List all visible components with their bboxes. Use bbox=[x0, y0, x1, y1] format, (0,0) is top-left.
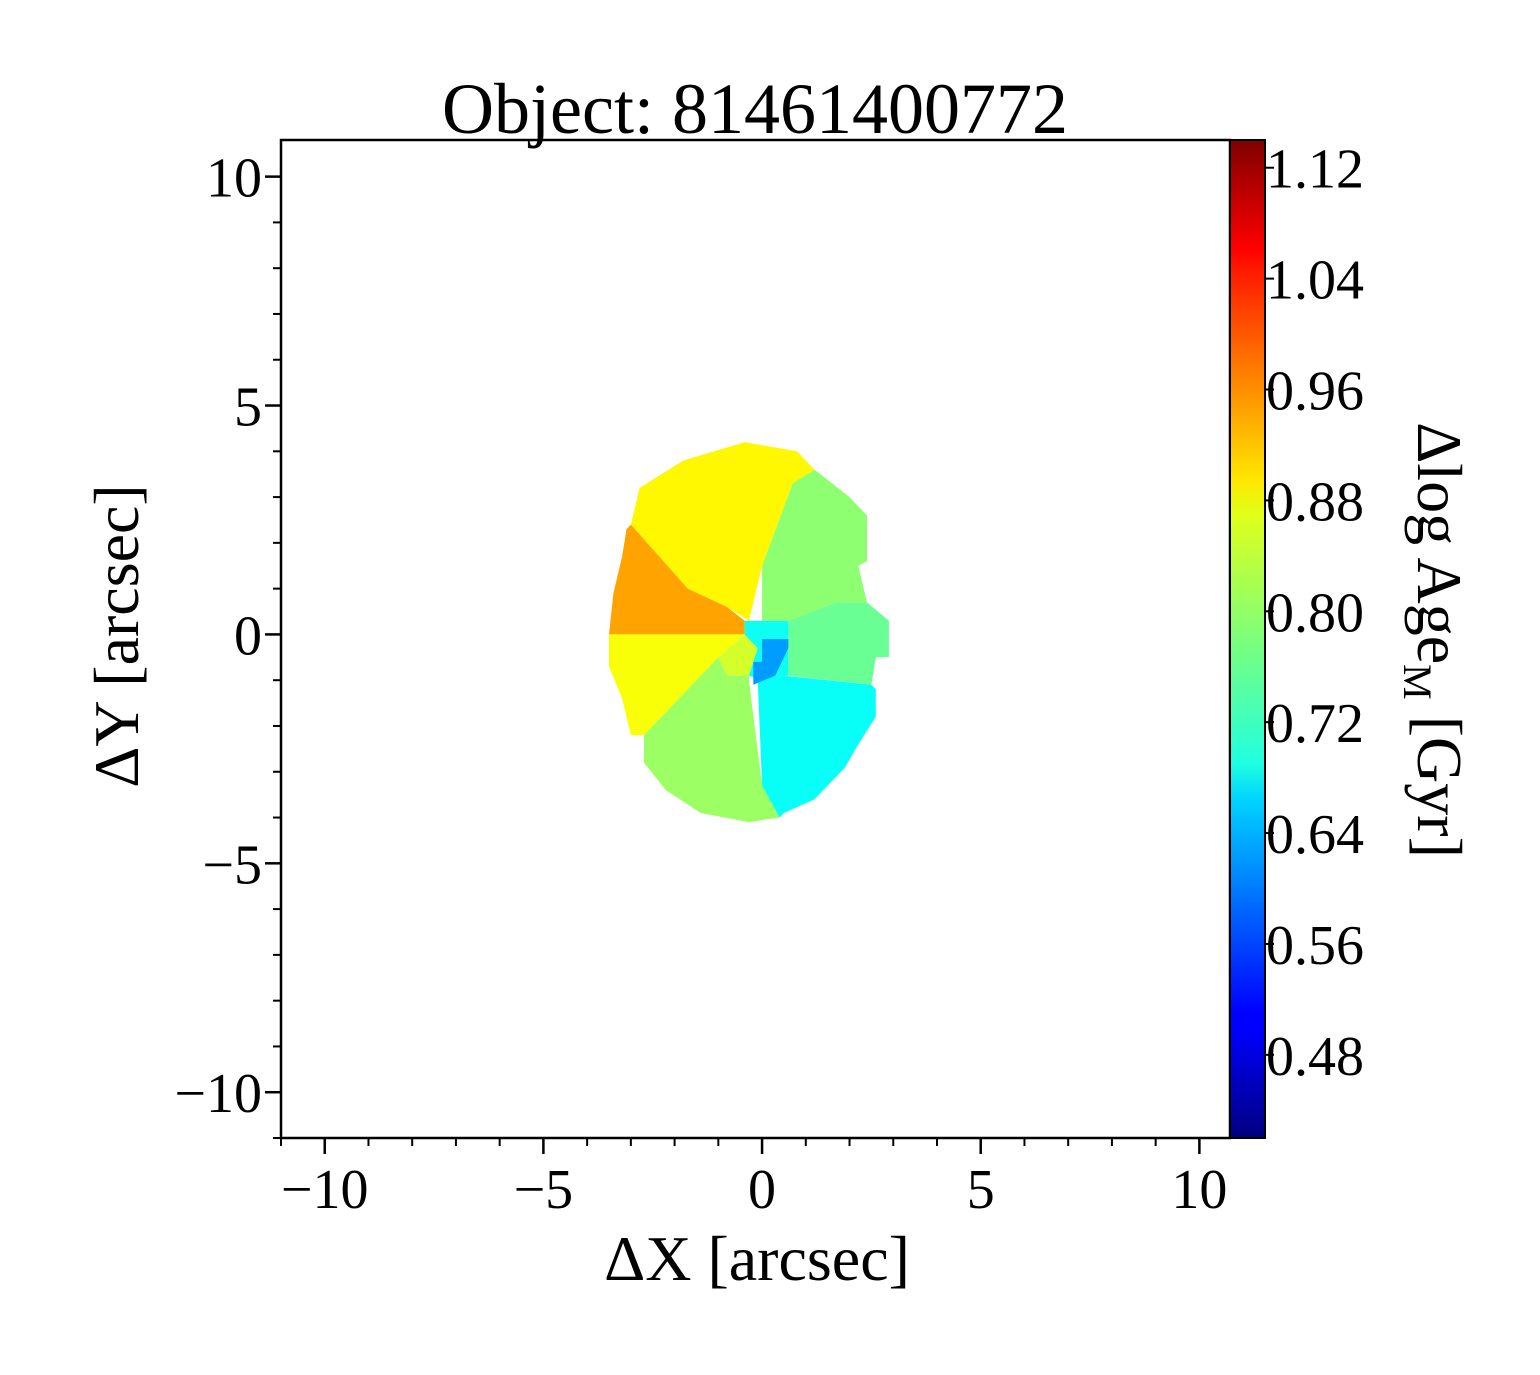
x-tick-label: −5 bbox=[514, 1159, 574, 1221]
colorbar-label-sub: M bbox=[1395, 664, 1440, 700]
colorbar-ticks: 1.12 1.04 0.96 0.88 0.80 0.72 0.64 0.56 0.48 bbox=[1265, 139, 1364, 1088]
y-axis: 10 5 0 −5 −10 bbox=[174, 148, 281, 1139]
colorbar-tick-label: 0.80 bbox=[1266, 582, 1364, 644]
bin-south-west bbox=[644, 657, 780, 823]
x-tick-label: −10 bbox=[281, 1159, 369, 1221]
y-tick-label: 10 bbox=[206, 148, 262, 210]
y-tick-label: −5 bbox=[202, 834, 262, 896]
y-axis-label: ΔY [arcsec] bbox=[81, 484, 152, 787]
colorbar-tick-label: 0.96 bbox=[1266, 361, 1364, 423]
colorbar-tick-label: 0.72 bbox=[1266, 693, 1364, 755]
bin-west bbox=[609, 634, 745, 736]
colorbar-tick-label: 0.88 bbox=[1266, 471, 1364, 533]
bin-south-east bbox=[757, 675, 876, 818]
colorbar bbox=[1229, 139, 1266, 1139]
colorbar-label-unit: [Gyr] bbox=[1404, 700, 1475, 858]
x-tick-label: 10 bbox=[1171, 1159, 1227, 1221]
bin-core bbox=[753, 639, 789, 685]
x-tick-label: 5 bbox=[967, 1159, 995, 1221]
age-map bbox=[609, 442, 889, 823]
bin-north bbox=[630, 442, 815, 621]
colorbar-label: Δlog AgeM [Gyr] bbox=[1395, 422, 1475, 858]
y-tick-label: 0 bbox=[234, 605, 262, 667]
x-axis-label: ΔX [arcsec] bbox=[604, 1223, 910, 1294]
bin-inner-west bbox=[718, 634, 758, 676]
x-axis: −10 −5 0 5 10 bbox=[280, 1138, 1227, 1221]
colorbar-tick-label: 0.56 bbox=[1266, 915, 1364, 977]
colorbar-tick-label: 0.64 bbox=[1266, 804, 1364, 866]
bin-north-east bbox=[762, 469, 867, 621]
colorbar-label-main: Δlog Age bbox=[1404, 422, 1475, 664]
colorbar-tick-label: 1.04 bbox=[1266, 250, 1364, 312]
y-tick-label: 5 bbox=[234, 377, 262, 439]
y-tick-label: −10 bbox=[174, 1063, 262, 1125]
colorbar-tick-label: 0.48 bbox=[1266, 1026, 1364, 1088]
chart-title: Object: 81461400772 bbox=[442, 69, 1068, 149]
colorbar-tick-label: 1.12 bbox=[1266, 139, 1364, 201]
x-tick-label: 0 bbox=[748, 1159, 776, 1221]
bin-north-west bbox=[609, 524, 745, 635]
bin-east bbox=[788, 602, 889, 685]
